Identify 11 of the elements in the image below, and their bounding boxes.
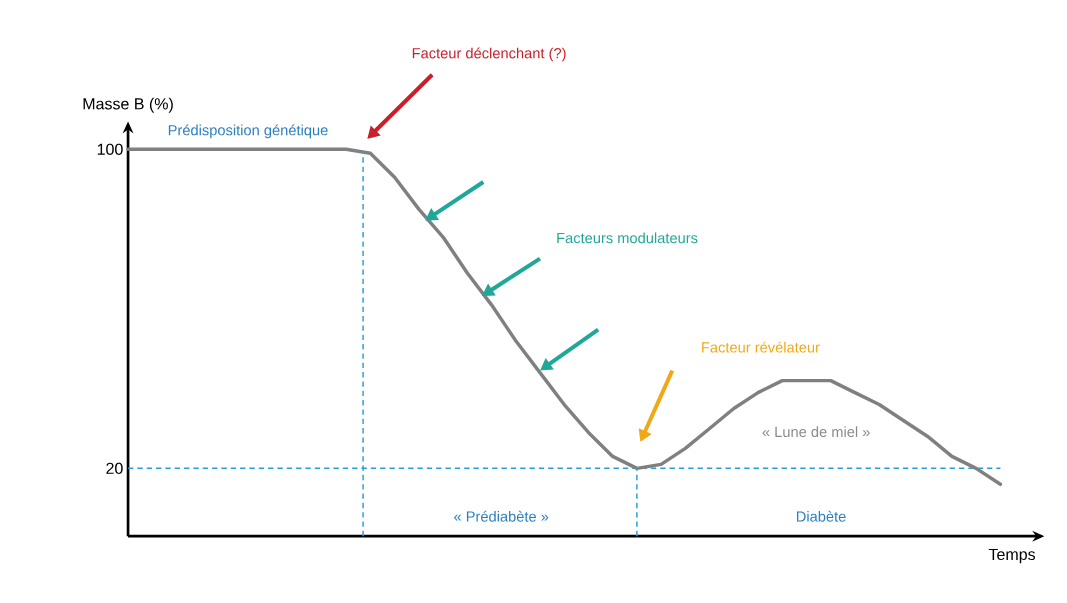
y-axis-title: Masse B (%)	[83, 97, 173, 113]
annotation: « Lune de miel »	[762, 426, 870, 438]
text: Facteur déclenchant (?)	[412, 47, 566, 62]
y-tick-label: 20	[106, 462, 123, 475]
annotation: « Prédiabète »	[454, 510, 549, 522]
annotation: Facteur révélateur	[702, 341, 820, 353]
annotation: Prédisposition génétique	[168, 124, 328, 139]
x-axis-title: Temps	[988, 548, 1036, 564]
y-tick-label: 100	[97, 143, 123, 156]
annotation: Facteurs modulateurs	[557, 232, 698, 244]
annotation: Diabète	[796, 510, 846, 522]
